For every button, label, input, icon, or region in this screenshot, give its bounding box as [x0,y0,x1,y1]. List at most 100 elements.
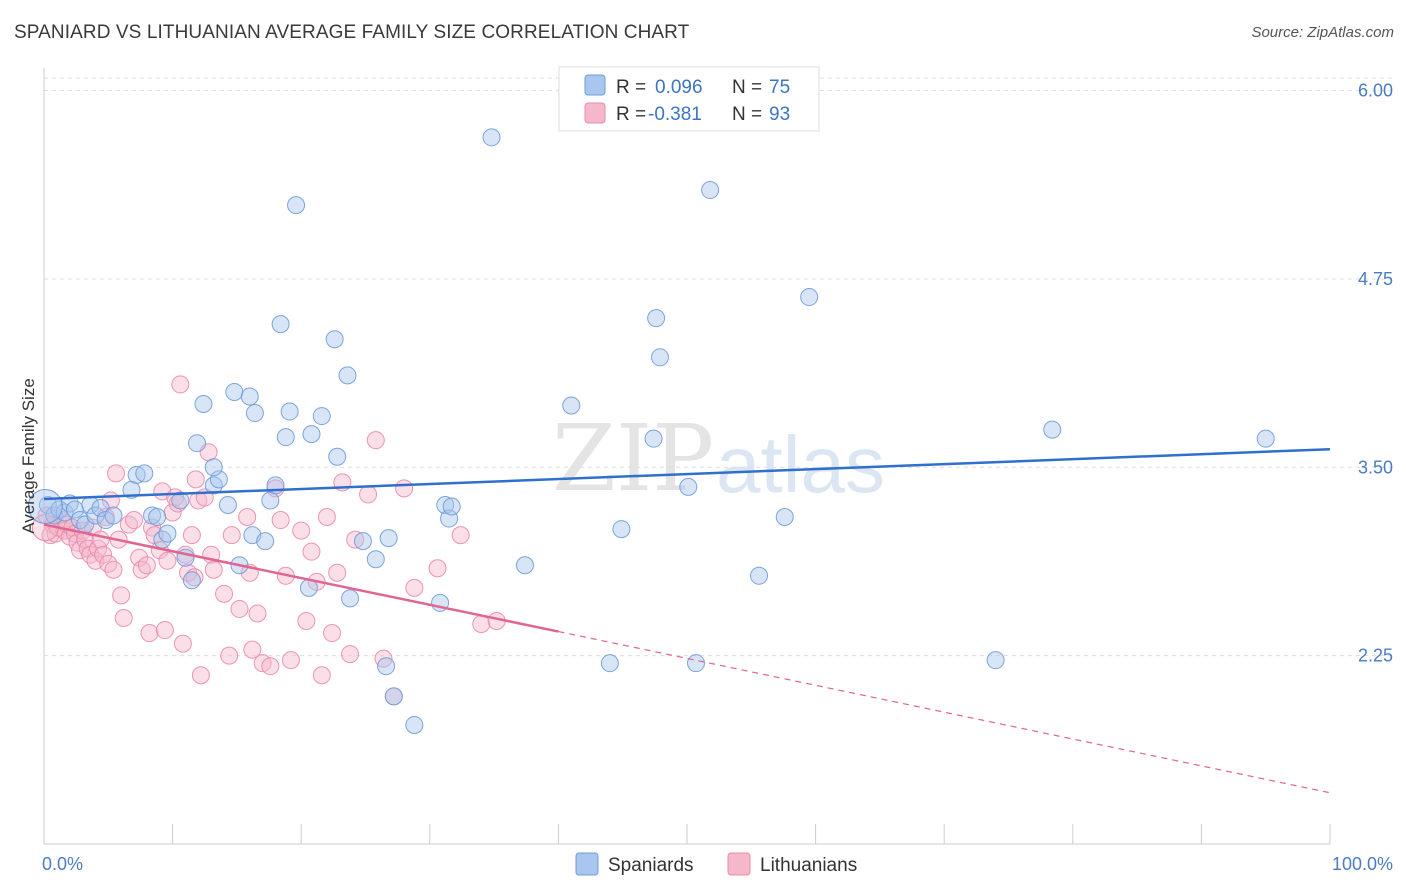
spaniard-point [312,407,331,426]
source-label: Source: ZipAtlas.com [1251,24,1394,41]
spaniard-point [750,566,769,585]
spaniard-point [55,503,74,522]
spaniard-point [353,532,372,551]
spaniard-point [280,402,299,421]
spaniard-point [650,348,669,367]
lithuanian-point [366,431,385,450]
spaniards-points [27,128,1275,734]
lithuanian-point [428,559,447,578]
lithuanian-point [328,563,347,582]
lithuanian-point [99,554,118,573]
spaniard-point [225,382,244,401]
lithuanian-point [158,551,177,570]
lithuanian-point [114,608,133,627]
lithuanian-point [230,599,249,618]
spaniard-point [127,465,146,484]
spaniard-point [647,309,666,328]
spaniard-point [302,425,321,444]
lithuanian-point [222,526,241,545]
spaniard-point [256,532,275,551]
bottom-legend-swatch-spaniards [575,852,599,876]
spaniard-point [986,651,1005,670]
spaniard-point [171,491,190,510]
spaniard-point [384,687,403,706]
spaniard-point [188,434,207,453]
x-tick-label-max: 100.0% [1332,854,1393,874]
lithuanian-point [155,621,174,640]
spaniard-point [158,524,177,543]
spaniard-point [800,288,819,307]
spaniard-point [325,330,344,349]
lithuanian-point [297,611,316,630]
lithuanian-point [125,511,144,530]
legend-n-value-1: 75 [769,77,790,98]
lithuanian-point [374,649,393,668]
spaniard-point [328,447,347,466]
lithuanian-point [302,542,321,561]
spaniard-point [562,396,581,415]
spaniard-point [50,500,69,519]
lithuanian-point [185,568,204,587]
lithuanian-point [243,640,262,659]
lithuanian-point [140,624,159,643]
x-tick-label-min: 0.0% [42,854,83,874]
correlation-legend: R = 0.096 N = 75 R = -0.381 N = 93 [558,66,820,132]
spaniard-point [379,529,398,548]
spaniard-point [104,506,123,525]
spaniard-point [218,495,237,514]
spaniard-point [436,495,455,514]
spaniard-point [1043,420,1062,439]
spaniard-point [45,506,64,525]
lithuanian-point [312,666,331,685]
lithuanian-point [104,560,123,579]
spaniard-point [1256,429,1275,448]
spaniard-point [442,497,461,516]
spaniard-point [148,508,167,527]
lithuanian-point [204,560,223,579]
spaniard-point [679,477,698,496]
lithuanian-point [182,526,201,545]
spaniard-point [245,404,264,423]
spaniard-point [377,657,396,676]
lithuanian-point [292,521,311,540]
lithuanian-point [323,624,342,643]
x-axis-ticks [43,824,1331,844]
spaniard-point [271,315,290,334]
spaniard-point [341,589,360,608]
bottom-legend-spaniards: Spaniards [608,855,694,876]
lithuanian-point [317,508,336,527]
lithuanian-point [191,666,210,685]
y-tick-label: 2.25 [1358,646,1393,666]
lithuanian-point [405,578,424,597]
spaniard-point [701,181,720,200]
lithuanian-point [107,464,126,483]
spaniard-point [775,508,794,527]
spaniard-point [287,196,306,215]
lithuanian-point [395,479,414,498]
spaniard-point [366,550,385,569]
trend-lines [43,447,1331,794]
lithuanian-point [137,556,156,575]
spaniard-point [182,571,201,590]
lithuanian-point [186,470,205,489]
bottom-legend-lithuanians: Lithuanians [760,855,857,876]
lithuanian-point [281,651,300,670]
lithuanian-point [71,541,90,560]
spaniard-point [276,428,295,447]
watermark-atlas: atlas [716,420,885,509]
lithuanian-point [359,485,378,504]
legend-r-value-2: -0.381 [648,104,702,125]
lithuanian-point [220,646,239,665]
y-tick-label: 3.50 [1358,457,1393,477]
legend-n-value-2: 93 [769,104,790,125]
spaniard-point [240,387,259,406]
legend-n-label-1: N = [732,77,762,98]
spaniard-point [405,715,424,734]
legend-r-value-1: 0.096 [655,77,703,98]
spaniard-point [687,654,706,673]
lithuanian-point [215,584,234,603]
lithuanian-point [341,645,360,664]
legend-r-label-1: R = [616,77,646,98]
lithuanian-point [248,604,267,623]
